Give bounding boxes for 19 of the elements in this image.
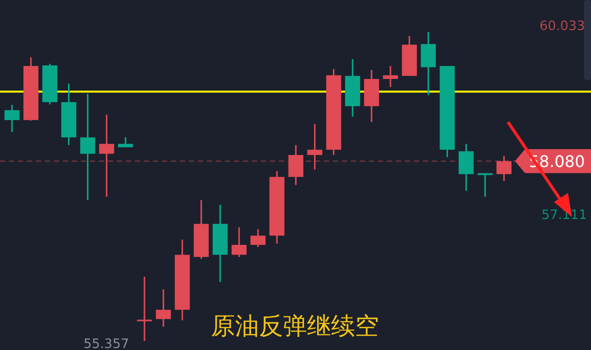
- candlestick: [496, 155, 512, 182]
- text: 原油反弹继续空: [211, 312, 379, 340]
- candlestick: [4, 104, 20, 133]
- candlestick: [136, 276, 152, 342]
- text: 57.111: [542, 208, 587, 223]
- candlestick: [156, 288, 171, 328]
- annotation: 55.357: [84, 337, 129, 350]
- candlestick: [288, 144, 304, 186]
- candlestick: [420, 31, 436, 96]
- candlestick: [99, 114, 114, 198]
- candlestick: [458, 143, 474, 192]
- candlestick: [118, 136, 134, 148]
- candlestick: [382, 65, 398, 88]
- candlestick: [232, 226, 247, 258]
- candlestick: [80, 93, 96, 201]
- candlestick: [478, 172, 493, 198]
- candlestick: [307, 123, 322, 170]
- candlestick: [250, 228, 266, 248]
- text: 60.033: [540, 19, 585, 34]
